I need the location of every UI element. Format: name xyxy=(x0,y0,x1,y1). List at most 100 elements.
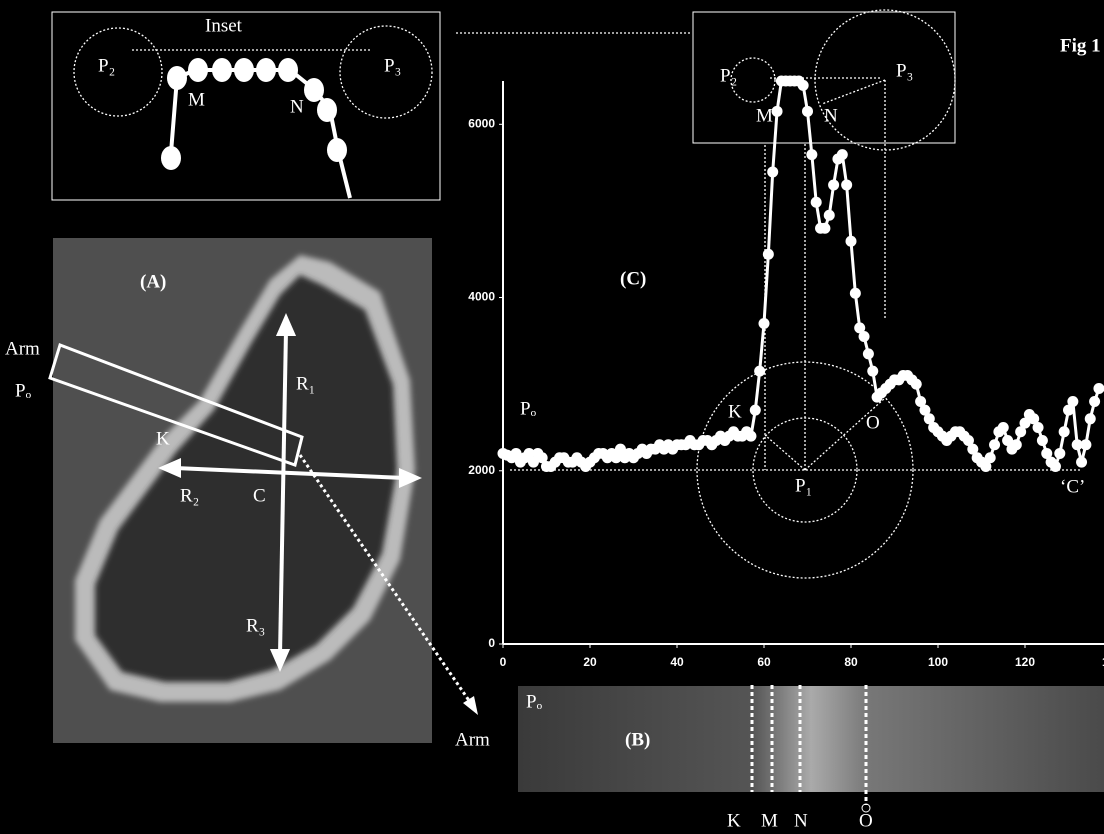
panel-a-label: Arm xyxy=(5,338,40,359)
data-point xyxy=(1036,434,1048,446)
panel-a: (A) Arm Pₒ K R₁ R₂ C R₃ xyxy=(5,238,478,743)
x-tick-label: 20 xyxy=(583,655,597,669)
annotation: P₃ xyxy=(896,60,913,81)
panel-b-label: N xyxy=(794,810,808,831)
data-point xyxy=(762,248,774,260)
panel-b-label: O xyxy=(859,810,873,831)
data-point xyxy=(910,378,922,390)
data-point xyxy=(749,404,761,416)
data-point xyxy=(849,287,861,299)
data-point xyxy=(962,434,974,446)
panel-a-label: R₁ xyxy=(296,373,315,394)
data-point xyxy=(1054,447,1066,459)
x-tick-label: 0 xyxy=(500,655,507,669)
x-tick-label: 60 xyxy=(757,655,771,669)
data-point xyxy=(980,460,992,472)
x-tick-label: 100 xyxy=(928,655,948,669)
data-point xyxy=(1063,404,1074,416)
data-point xyxy=(797,79,809,91)
data-point xyxy=(771,105,783,117)
chart: (C) Pₒ K M N O P₁ P₂ P₃ ‘C’ xyxy=(510,9,1085,579)
data-point xyxy=(802,105,813,117)
data-point xyxy=(1002,434,1014,446)
annotation: M xyxy=(756,105,773,126)
data-point xyxy=(828,179,840,191)
data-point xyxy=(867,365,879,377)
data-point xyxy=(754,365,766,377)
panel-a-label: R₃ xyxy=(246,615,265,636)
data-point xyxy=(1049,460,1061,472)
panel-label: (B) xyxy=(625,729,650,750)
panel-a-label: Pₒ xyxy=(15,380,32,401)
inset-label: N xyxy=(290,96,304,117)
y-tick-label: 2000 xyxy=(468,463,495,477)
data-point xyxy=(1028,413,1040,425)
panel-a-label: K xyxy=(156,428,170,449)
data-point xyxy=(1032,421,1044,433)
data-point xyxy=(806,149,818,161)
data-point xyxy=(841,179,853,191)
y-tick-label: 6000 xyxy=(468,116,495,130)
data-point xyxy=(997,421,1009,433)
x-tick-label: 40 xyxy=(670,655,684,669)
y-tick-label: 0 xyxy=(488,636,495,650)
data-point xyxy=(1015,426,1027,438)
x-tick-label: 140 xyxy=(1102,655,1104,669)
data-point xyxy=(836,149,848,161)
data-point xyxy=(823,209,835,221)
data-point xyxy=(767,166,779,178)
data-point xyxy=(1084,413,1096,425)
data-point xyxy=(1089,395,1101,407)
data-point xyxy=(984,452,996,464)
data-point xyxy=(1067,395,1079,407)
annotation: P₂ xyxy=(720,65,737,86)
panel-b-label: Pₒ xyxy=(526,691,543,712)
data-point xyxy=(1080,439,1092,451)
data-point xyxy=(819,222,831,234)
figure-label: Fig 1 xyxy=(1060,35,1101,56)
annotation: P₁ xyxy=(795,475,812,496)
data-point xyxy=(858,331,870,343)
panel-b-label: Arm xyxy=(455,729,490,750)
data-point xyxy=(510,447,522,459)
data-point xyxy=(758,318,770,330)
panel-b: Pₒ (B) Arm K M N O xyxy=(455,685,1104,831)
data-point xyxy=(1019,417,1031,429)
inset: Inset P₂ P₃ M N xyxy=(51,11,690,201)
data-point xyxy=(810,196,822,208)
panel-b-label: K xyxy=(727,810,741,831)
annotation: O xyxy=(866,412,880,433)
annotation: K xyxy=(728,401,742,422)
data-point xyxy=(919,404,931,416)
annotation: ‘C’ xyxy=(1060,476,1085,497)
data-point xyxy=(915,395,927,407)
data-point xyxy=(536,452,548,464)
data-point xyxy=(845,235,857,247)
panel-b-label: M xyxy=(761,810,778,831)
annotation: N xyxy=(824,105,838,126)
x-tick-label: 120 xyxy=(1015,655,1035,669)
data-point xyxy=(1010,439,1022,451)
data-point xyxy=(1041,447,1053,459)
data-point xyxy=(854,322,866,334)
y-tick-label: 4000 xyxy=(468,290,495,304)
data-point xyxy=(989,439,1001,451)
inset-label: P₃ xyxy=(384,55,401,76)
data-point xyxy=(967,443,979,455)
inset-label: M xyxy=(188,89,205,110)
data-point xyxy=(1093,382,1104,394)
panel-a-label: R₂ xyxy=(180,485,199,506)
series-line xyxy=(502,79,1101,470)
data-point xyxy=(862,348,874,360)
data-point xyxy=(527,456,539,468)
data-point xyxy=(923,413,935,425)
data-point xyxy=(1076,456,1088,468)
data-point xyxy=(1071,439,1083,451)
data-point xyxy=(610,452,622,464)
x-tick-label: 80 xyxy=(844,655,858,669)
inset-title: Inset xyxy=(205,15,243,36)
panel-label: (A) xyxy=(140,271,166,292)
data-point xyxy=(523,447,535,459)
